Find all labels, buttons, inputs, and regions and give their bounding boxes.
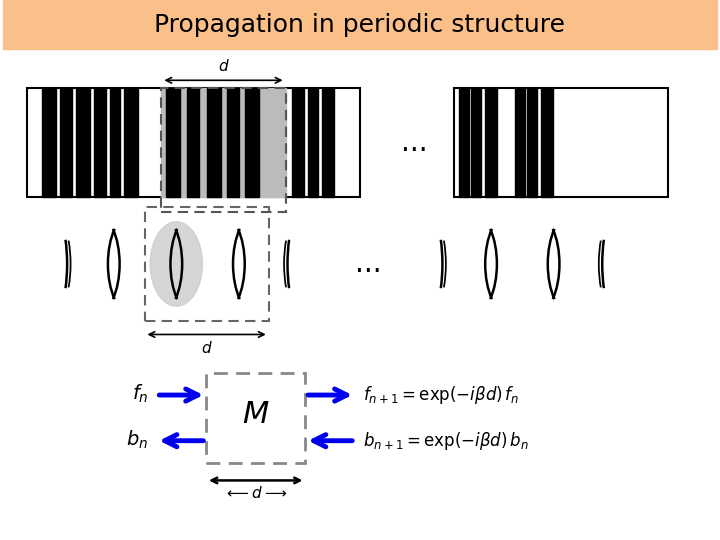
- Bar: [485, 88, 497, 198]
- Bar: [42, 88, 56, 198]
- Text: $\longleftarrow d \longrightarrow$: $\longleftarrow d \longrightarrow$: [224, 485, 287, 502]
- Text: $d$: $d$: [201, 340, 212, 356]
- Text: $b_{n+1}=\exp(-i\beta d)\,b_n$: $b_{n+1}=\exp(-i\beta d)\,b_n$: [363, 430, 528, 452]
- Bar: [292, 88, 305, 198]
- Text: ...: ...: [401, 129, 428, 157]
- Text: $\mathit{M}$: $\mathit{M}$: [242, 400, 269, 429]
- Text: ...: ...: [355, 250, 382, 278]
- Bar: [187, 88, 199, 198]
- Bar: [454, 88, 667, 198]
- Bar: [161, 88, 286, 198]
- Bar: [207, 88, 221, 198]
- Bar: [541, 88, 553, 198]
- Bar: [245, 88, 258, 198]
- Text: $d$: $d$: [217, 58, 230, 75]
- Bar: [161, 88, 286, 212]
- Bar: [124, 88, 138, 198]
- Text: Propagation in periodic structure: Propagation in periodic structure: [155, 13, 565, 37]
- Bar: [459, 88, 469, 198]
- Text: $b_n$: $b_n$: [127, 429, 148, 451]
- Bar: [227, 88, 239, 198]
- Bar: [166, 88, 180, 198]
- Bar: [60, 88, 72, 198]
- Bar: [527, 88, 536, 198]
- Text: $f_n$: $f_n$: [132, 383, 148, 405]
- Bar: [323, 88, 334, 198]
- Bar: [27, 88, 360, 198]
- Bar: [3, 0, 717, 49]
- Bar: [471, 88, 481, 198]
- Bar: [145, 207, 269, 321]
- Ellipse shape: [150, 222, 202, 306]
- Text: $f_{n+1}=\exp(-i\beta d)\,f_n$: $f_{n+1}=\exp(-i\beta d)\,f_n$: [363, 384, 519, 406]
- Bar: [109, 88, 120, 198]
- Bar: [308, 88, 318, 198]
- Bar: [206, 373, 305, 463]
- Bar: [515, 88, 525, 198]
- Bar: [76, 88, 90, 198]
- Bar: [94, 88, 106, 198]
